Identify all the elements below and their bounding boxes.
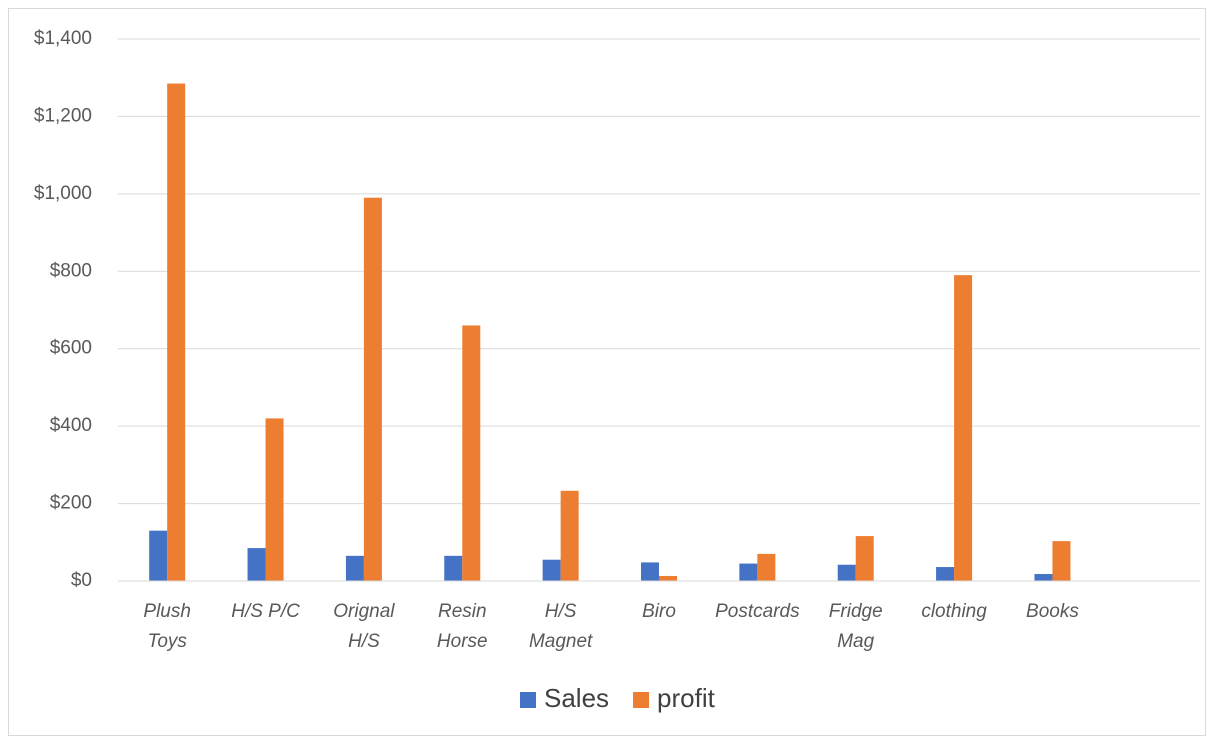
bar — [444, 555, 463, 581]
x-tick-label: clothing — [921, 601, 987, 622]
y-tick-label: $200 — [50, 493, 92, 514]
x-tick-label: Fridge Mag — [829, 601, 883, 652]
bar — [247, 548, 266, 581]
bar — [560, 490, 579, 581]
bar — [542, 559, 561, 581]
bar — [1034, 574, 1053, 581]
legend-label: profit — [657, 683, 716, 713]
bar — [855, 536, 874, 581]
y-tick-label: $1,000 — [34, 183, 92, 204]
legend-swatch — [520, 692, 536, 708]
y-tick-label: $800 — [50, 260, 92, 281]
legend-swatch — [633, 692, 650, 708]
legend-label: Sales — [544, 683, 609, 713]
x-tick-label: Orignal H/S — [333, 601, 395, 652]
y-tick-label: $600 — [50, 338, 92, 359]
bar — [757, 553, 776, 581]
bar — [1052, 541, 1071, 581]
y-tick-label: $1,200 — [34, 105, 92, 126]
bar — [345, 555, 364, 581]
bar — [936, 567, 955, 581]
bar — [265, 418, 284, 581]
bar — [363, 197, 382, 581]
x-tick-label: H/S Magnet — [529, 601, 593, 652]
x-tick-label: H/S P/C — [231, 601, 300, 622]
y-tick-label: $1,400 — [34, 28, 92, 49]
bar — [641, 562, 659, 581]
x-tick-label: Resin Horse — [437, 601, 488, 652]
bar — [149, 530, 168, 581]
y-tick-label: $0 — [71, 570, 92, 591]
bar — [954, 275, 973, 581]
y-tick-label: $400 — [50, 415, 92, 436]
bar — [462, 325, 481, 581]
bar — [739, 563, 758, 581]
bar — [837, 564, 856, 581]
bar — [167, 83, 186, 582]
x-tick-label: Postcards — [715, 601, 800, 622]
chart-border — [8, 8, 1206, 736]
x-tick-label: Books — [1026, 601, 1079, 622]
bar — [659, 575, 677, 581]
x-tick-label: Biro — [642, 601, 676, 622]
x-tick-label: Plush Toys — [143, 601, 191, 652]
